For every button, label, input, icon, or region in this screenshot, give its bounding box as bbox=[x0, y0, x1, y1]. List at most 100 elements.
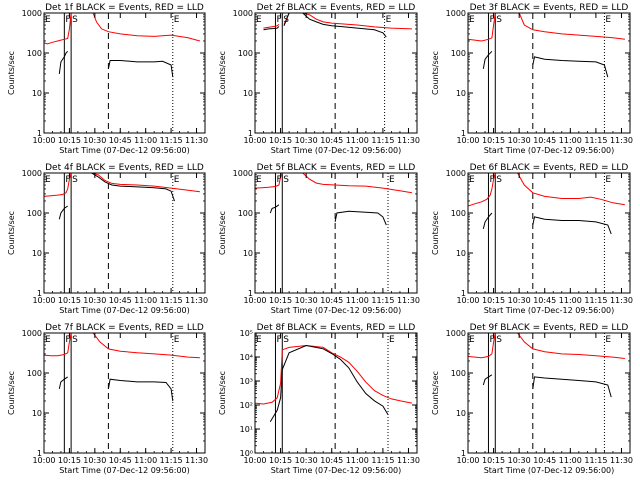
x-tick-label: 11:00 bbox=[134, 456, 157, 465]
y-tick-label: 100 bbox=[27, 49, 42, 58]
x-tick-label: 10:45 bbox=[320, 136, 343, 145]
y-tick-label: 100 bbox=[451, 49, 466, 58]
x-tick-label: 11:30 bbox=[397, 136, 420, 145]
x-axis-label: Start Time (07-Dec-12 09:56:00) bbox=[484, 146, 615, 155]
x-tick-label: 10:00 bbox=[32, 456, 55, 465]
series-line bbox=[283, 13, 412, 30]
x-tick-label: 11:15 bbox=[584, 136, 607, 145]
y-tick-label: 1000 bbox=[22, 169, 42, 178]
marker-label: E bbox=[174, 175, 180, 185]
x-tick-label: 11:00 bbox=[134, 136, 157, 145]
x-tick-label: 10:30 bbox=[508, 296, 531, 305]
x-tick-label: 10:00 bbox=[243, 296, 266, 305]
y-tick-label: 100 bbox=[451, 209, 466, 218]
marker-label: S bbox=[283, 335, 289, 345]
x-tick-label: 11:00 bbox=[346, 296, 369, 305]
y-tick-label: 10 bbox=[456, 89, 466, 98]
x-axis-label: Start Time (07-Dec-12 09:56:00) bbox=[271, 306, 402, 315]
marker-label: E bbox=[256, 15, 262, 25]
x-tick-label: 10:45 bbox=[533, 136, 556, 145]
x-tick-label: 10:30 bbox=[295, 456, 318, 465]
y-axis-label: Counts/sec bbox=[7, 51, 16, 95]
x-tick-label: 11:30 bbox=[185, 136, 208, 145]
series-line bbox=[482, 50, 493, 69]
series-line bbox=[58, 205, 68, 220]
x-axis-label: Start Time (07-Dec-12 09:56:00) bbox=[271, 146, 402, 155]
x-tick-label: 10:45 bbox=[533, 296, 556, 305]
y-tick-label: 1 bbox=[461, 289, 466, 298]
y-tick-label: 1 bbox=[248, 129, 253, 138]
x-tick-label: 11:15 bbox=[371, 136, 394, 145]
chart-panel: Det 3f BLACK = Events, RED = LLD E F S E 10:0… bbox=[431, 3, 633, 155]
series-line bbox=[482, 212, 493, 230]
y-tick-label: 1000 bbox=[446, 329, 466, 338]
series-line bbox=[44, 13, 72, 45]
plot-frame bbox=[467, 172, 631, 294]
x-tick-label: 11:30 bbox=[185, 296, 208, 305]
chart-title: Det 6f BLACK = Events, RED = LLD bbox=[470, 163, 629, 173]
chart-title: Det 5f BLACK = Events, RED = LLD bbox=[257, 163, 416, 173]
y-tick-label: 100 bbox=[238, 49, 253, 58]
marker-label: E bbox=[174, 15, 180, 25]
y-tick-label: 100 bbox=[238, 209, 253, 218]
y-tick-label: 1000 bbox=[22, 329, 42, 338]
x-tick-label: 10:45 bbox=[320, 456, 343, 465]
y-tick-label: 10⁵ bbox=[240, 329, 253, 338]
series-group bbox=[263, 13, 412, 38]
x-tick-label: 10:15 bbox=[58, 296, 81, 305]
x-tick-label: 10:00 bbox=[456, 136, 479, 145]
chart-panel: Det 5f BLACK = Events, RED = LLD E F S E 10:0… bbox=[218, 163, 420, 315]
x-axis-label: Start Time (07-Dec-12 09:56:00) bbox=[59, 466, 190, 475]
y-tick-label: 100 bbox=[451, 369, 466, 378]
x-tick-label: 11:15 bbox=[160, 136, 183, 145]
y-axis-label: Counts/sec bbox=[218, 51, 227, 95]
series-line bbox=[482, 374, 493, 386]
x-tick-label: 10:30 bbox=[83, 136, 106, 145]
series-line bbox=[532, 216, 612, 235]
series-group bbox=[44, 333, 200, 402]
x-tick-label: 11:30 bbox=[397, 456, 420, 465]
x-tick-label: 10:30 bbox=[508, 456, 531, 465]
series-line bbox=[255, 344, 412, 405]
series-line bbox=[107, 60, 174, 78]
marker-label: E bbox=[174, 335, 180, 345]
x-tick-label: 10:45 bbox=[320, 296, 343, 305]
y-tick-label: 10 bbox=[456, 249, 466, 258]
y-tick-label: 1000 bbox=[446, 169, 466, 178]
x-tick-label: 11:15 bbox=[160, 456, 183, 465]
marker-label: E bbox=[256, 175, 262, 185]
x-tick-label: 11:00 bbox=[346, 136, 369, 145]
x-axis-label: Start Time (07-Dec-12 09:56:00) bbox=[59, 306, 190, 315]
y-tick-label: 10 bbox=[32, 409, 42, 418]
series-line bbox=[263, 24, 280, 29]
marker-label: E bbox=[469, 175, 475, 185]
y-tick-label: 1000 bbox=[233, 9, 253, 18]
x-tick-label: 11:15 bbox=[584, 296, 607, 305]
x-tick-label: 10:30 bbox=[295, 296, 318, 305]
y-tick-label: 1 bbox=[37, 289, 42, 298]
y-axis-label: Counts/sec bbox=[431, 211, 440, 255]
series-line bbox=[107, 378, 174, 402]
x-tick-label: 10:00 bbox=[243, 136, 266, 145]
y-tick-label: 1000 bbox=[233, 169, 253, 178]
y-tick-label: 10⁴ bbox=[240, 353, 253, 362]
x-tick-label: 10:00 bbox=[456, 296, 479, 305]
x-tick-label: 10:30 bbox=[295, 136, 318, 145]
x-tick-label: 10:15 bbox=[482, 456, 505, 465]
y-tick-label: 1 bbox=[248, 289, 253, 298]
plot-frame bbox=[254, 332, 418, 454]
y-tick-label: 10 bbox=[32, 249, 42, 258]
y-tick-label: 1 bbox=[37, 129, 42, 138]
x-tick-label: 10:15 bbox=[58, 136, 81, 145]
y-tick-label: 10 bbox=[32, 89, 42, 98]
x-tick-label: 10:15 bbox=[269, 136, 292, 145]
chart-title: Det 9f BLACK = Events, RED = LLD bbox=[470, 323, 629, 333]
marker-label: S bbox=[72, 335, 78, 345]
series-line bbox=[532, 376, 612, 398]
series-line bbox=[263, 26, 280, 31]
series-line bbox=[468, 333, 496, 359]
chart-title: Det 4f BLACK = Events, RED = LLD bbox=[45, 163, 204, 173]
x-tick-label: 11:30 bbox=[610, 296, 633, 305]
series-line bbox=[468, 173, 496, 207]
